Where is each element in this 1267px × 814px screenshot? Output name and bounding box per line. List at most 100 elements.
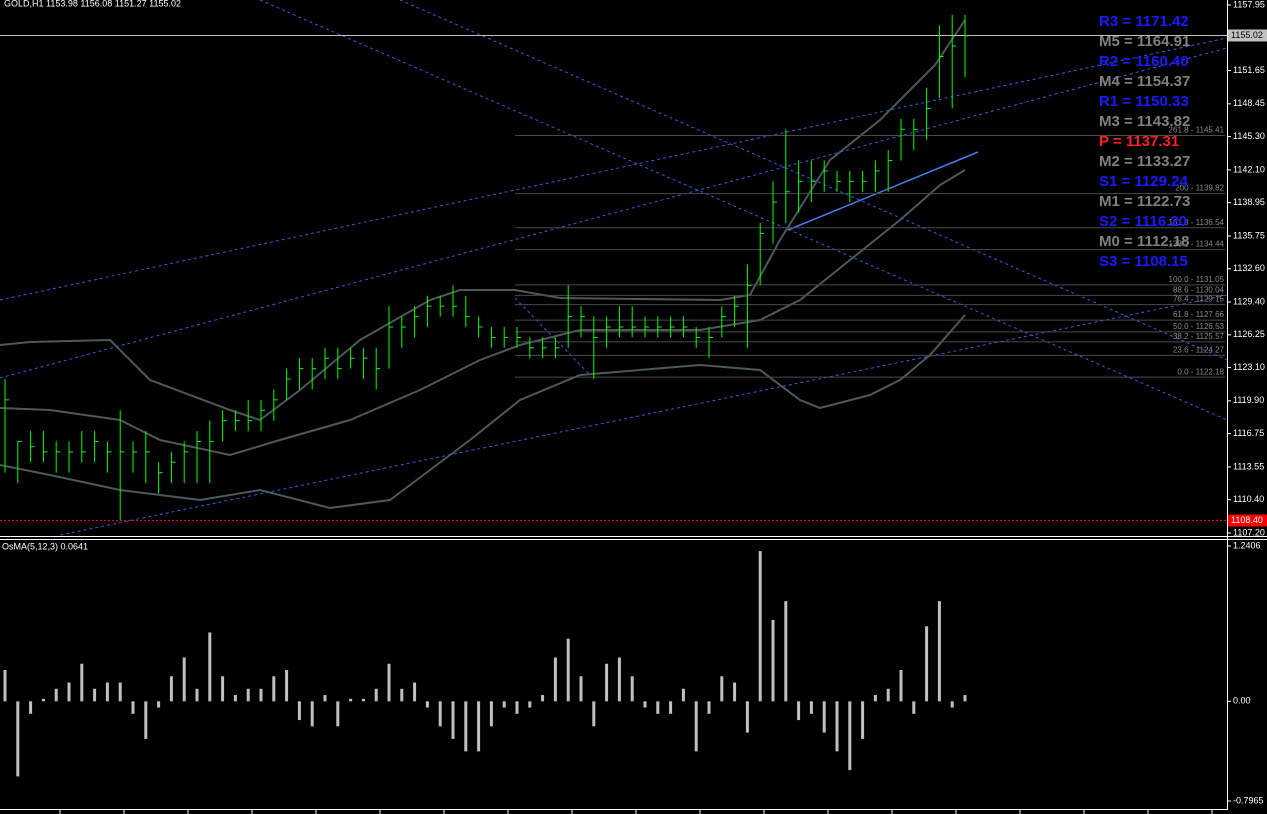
trend-line xyxy=(0,37,1228,301)
time-ticks xyxy=(59,810,1213,814)
histogram-bar xyxy=(361,698,365,702)
y-tick-label: 1142.10 xyxy=(1233,164,1265,174)
y-tick-label: 1119.90 xyxy=(1233,395,1264,405)
y-tick-label: 1116.75 xyxy=(1233,428,1264,438)
histogram-bar xyxy=(835,701,839,752)
histogram-bar xyxy=(118,682,122,702)
histogram-bar xyxy=(681,688,685,702)
histogram-bar xyxy=(169,676,173,702)
histogram-bar xyxy=(195,688,199,702)
histogram-bar xyxy=(323,695,327,702)
histogram-bar xyxy=(963,695,967,702)
pivot-label: M1 = 1122.73 xyxy=(1099,193,1190,210)
histogram-bar xyxy=(131,701,135,714)
histogram-bar xyxy=(374,688,378,702)
histogram-bar xyxy=(784,601,788,702)
price-box xyxy=(1228,29,1267,42)
band-upper xyxy=(0,19,966,422)
fibo-label: 50.0 - 1126.53 xyxy=(1173,322,1225,331)
histogram-bar xyxy=(656,701,660,714)
histogram-bar xyxy=(310,701,314,727)
histogram-bar xyxy=(413,682,417,702)
histogram-bar xyxy=(464,701,468,752)
y-tick-label: 1132.60 xyxy=(1233,263,1265,273)
histogram-bar xyxy=(105,682,109,702)
pivot-label: M4 = 1154.37 xyxy=(1099,73,1190,90)
fibo-label: 61.8 - 1127.66 xyxy=(1173,310,1225,319)
y-tick-label: 1138.95 xyxy=(1233,197,1265,207)
histogram-bar xyxy=(950,701,954,708)
pivot-label: R2 = 1160.40 xyxy=(1099,53,1189,70)
histogram-bar xyxy=(336,701,340,727)
histogram-bar xyxy=(157,701,161,708)
y-tick-label: 1107.20 xyxy=(1233,527,1265,537)
histogram-bar xyxy=(16,701,20,777)
y-tick-label: 1145.30 xyxy=(1233,131,1265,141)
y-tick-label: 1135.75 xyxy=(1233,230,1265,240)
y-tick-label: 1123.10 xyxy=(1233,362,1265,372)
histogram-bar xyxy=(873,695,877,702)
histogram-bar xyxy=(912,701,916,714)
fibo-label: 161.8 - 1136.54 xyxy=(1169,218,1225,227)
histogram-bar xyxy=(233,695,237,702)
trend-line xyxy=(399,0,1228,361)
y-tick-label: 1110.40 xyxy=(1233,494,1264,504)
trend-line xyxy=(787,151,979,231)
histogram-bar xyxy=(669,701,673,714)
histogram-bar xyxy=(272,676,276,702)
y-tick-label: 1126.25 xyxy=(1233,329,1265,339)
band-middle xyxy=(0,169,966,457)
histogram-bar xyxy=(80,663,84,702)
histogram-bar xyxy=(848,701,852,771)
histogram-bar xyxy=(925,626,929,702)
histogram-bar xyxy=(54,688,58,702)
pivot-label: S3 = 1108.15 xyxy=(1099,253,1188,270)
pivot-label: M0 = 1112.18 xyxy=(1099,233,1190,250)
fibo-label: 0.0 - 1122.18 xyxy=(1177,367,1224,376)
histogram-bar xyxy=(937,601,941,702)
histogram-bar xyxy=(886,688,890,702)
histogram-bar xyxy=(502,701,506,708)
histogram-bar xyxy=(899,670,903,702)
histogram-bar xyxy=(630,676,634,702)
histogram-bar xyxy=(617,657,621,702)
pivot-label: M2 = 1133.27 xyxy=(1099,153,1190,170)
y-tick-label: 1113.55 xyxy=(1233,461,1264,471)
histogram-bar xyxy=(745,701,749,733)
fibo-label: 23.6 - 1124.27 xyxy=(1173,346,1225,355)
y-tick-label: 1.2406 xyxy=(1233,540,1261,550)
pivot-label: M3 = 1143.82 xyxy=(1099,113,1190,130)
price-box-label: 1108.40 xyxy=(1231,515,1263,525)
histogram-bar xyxy=(438,701,442,727)
histogram-bar xyxy=(246,688,250,702)
histogram-bar xyxy=(541,695,545,702)
trend-line xyxy=(0,47,1228,379)
histogram-bar xyxy=(3,670,7,702)
histogram-bar xyxy=(566,638,570,702)
pivot-label: R3 = 1171.42 xyxy=(1099,13,1189,30)
histogram-bar xyxy=(720,676,724,702)
pivot-label: P = 1137.31 xyxy=(1099,133,1179,150)
histogram-bar xyxy=(733,682,737,702)
histogram-bar xyxy=(144,701,148,739)
pivot-label: R1 = 1150.33 xyxy=(1099,93,1189,110)
histogram-bar xyxy=(528,701,532,708)
pivot-label: S1 = 1129.24 xyxy=(1099,173,1188,190)
histogram-bar xyxy=(515,701,519,714)
histogram-bar xyxy=(592,701,596,727)
histogram-bar xyxy=(553,657,557,702)
price-box xyxy=(1228,514,1267,527)
band-lower xyxy=(0,314,966,510)
histogram-bar xyxy=(861,701,865,739)
histogram-bar xyxy=(182,657,186,702)
indicator-lines xyxy=(0,0,1228,536)
histogram-bar xyxy=(259,688,263,702)
histogram-bar xyxy=(400,688,404,702)
histogram-bar xyxy=(797,701,801,721)
y-tick-label: 1129.40 xyxy=(1233,296,1265,306)
histogram-bar xyxy=(809,701,813,714)
y-tick-label: 0.00 xyxy=(1233,696,1251,706)
histogram-bar xyxy=(694,701,698,752)
